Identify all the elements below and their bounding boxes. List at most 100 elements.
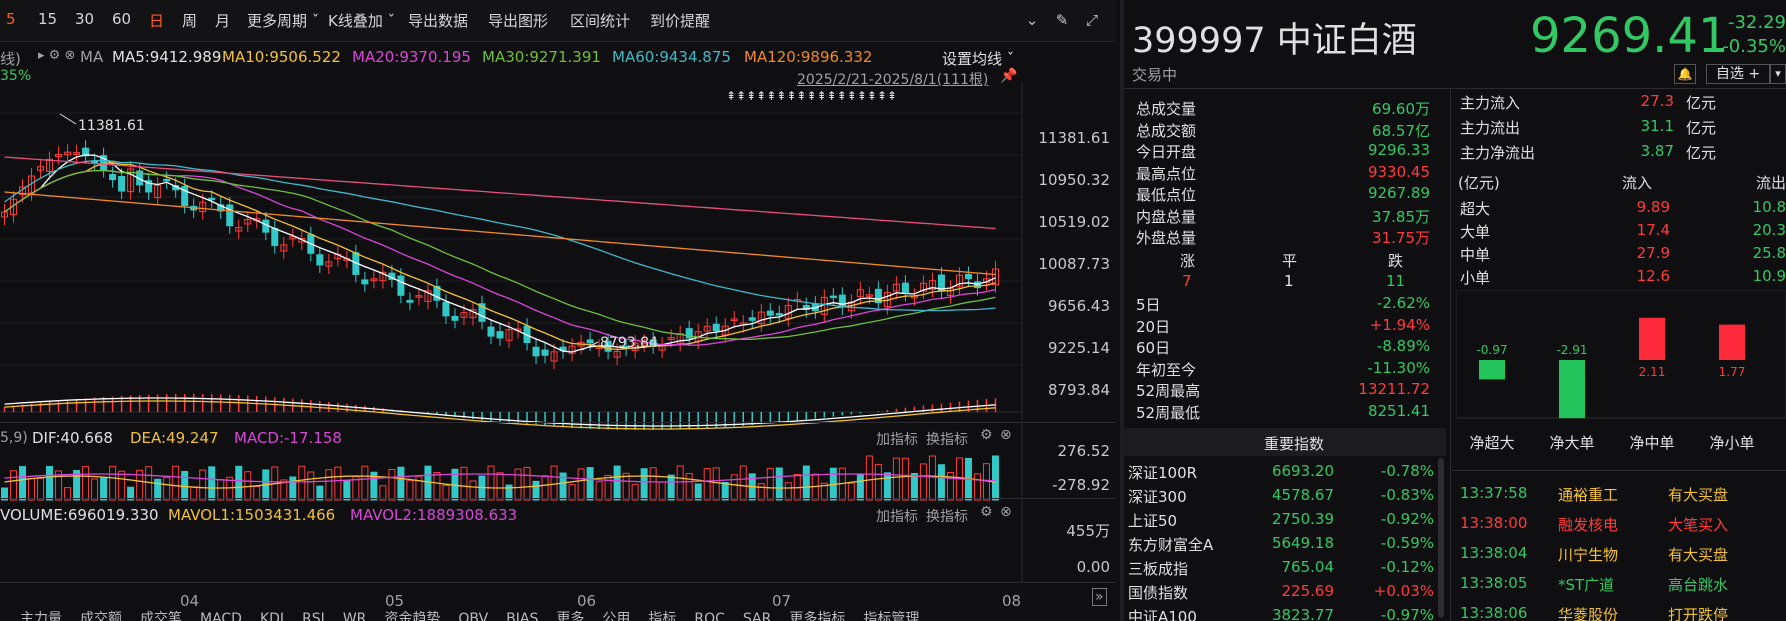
tick-name[interactable]: 华菱股份 bbox=[1558, 606, 1619, 621]
candle-body bbox=[118, 175, 126, 192]
period-month[interactable]: 月 bbox=[215, 12, 231, 30]
bottom-tab[interactable]: BIAS bbox=[506, 611, 539, 621]
ma-settings-dropdown[interactable]: 设置均线 ˇ bbox=[942, 50, 1015, 68]
kline-overlay-dropdown[interactable]: K线叠加 ˇ bbox=[328, 12, 396, 30]
volume-bar bbox=[91, 478, 99, 501]
period-week[interactable]: 周 bbox=[182, 12, 198, 30]
candle-body bbox=[955, 274, 963, 287]
index-row[interactable]: 上证50 2750.39 -0.92% bbox=[1124, 510, 1436, 532]
ma-settings-icon[interactable]: ▸ ⚙ ⊗ bbox=[38, 48, 76, 63]
ma120-value: MA120:9896.332 bbox=[744, 48, 873, 66]
index-row[interactable]: 深证300 4578.67 -0.83% bbox=[1124, 486, 1436, 508]
macd-close-icon[interactable]: ⊗ bbox=[1000, 427, 1012, 443]
watchlist-dropdown-icon[interactable]: ▾ bbox=[1770, 64, 1786, 84]
bottom-tab[interactable]: KDJ bbox=[259, 611, 285, 621]
candle-body bbox=[703, 325, 711, 332]
bottom-tab[interactable]: ROC bbox=[694, 611, 725, 621]
perf-label: 52周最高 bbox=[1136, 382, 1201, 400]
volume-gear-icon[interactable]: ⚙ bbox=[980, 504, 993, 520]
export-chart-button[interactable]: 导出图形 bbox=[488, 12, 549, 30]
bottom-tab[interactable]: RSI bbox=[302, 611, 325, 621]
more-period-dropdown[interactable]: 更多周期 ˇ bbox=[247, 12, 320, 30]
xaxis-05: 05 bbox=[385, 592, 405, 610]
price-alert-button[interactable]: 到价提醒 bbox=[650, 12, 711, 30]
flow-table-in-value: 9.89 bbox=[1636, 198, 1670, 216]
bottom-tab[interactable]: WR bbox=[342, 611, 367, 621]
dif-line bbox=[4, 397, 996, 427]
bell-icon[interactable]: 🔔 bbox=[1674, 64, 1696, 84]
period-5[interactable]: 5 bbox=[6, 10, 16, 28]
volume-close-icon[interactable]: ⊗ bbox=[1000, 504, 1012, 520]
volume-bar bbox=[496, 472, 504, 501]
period-30[interactable]: 30 bbox=[75, 10, 95, 28]
indicator-prefix: 线) bbox=[0, 50, 21, 68]
macd-switch-indicator[interactable]: 换指标 bbox=[926, 432, 968, 448]
volume-bar bbox=[163, 477, 171, 501]
volume-add-indicator[interactable]: 加指标 bbox=[876, 509, 918, 525]
watchlist-button[interactable]: 自选 + bbox=[1706, 64, 1770, 84]
bottom-tab[interactable]: MACD bbox=[200, 611, 242, 621]
volume-bar bbox=[757, 483, 765, 501]
brush-icon[interactable]: ✎ bbox=[1055, 11, 1069, 29]
ma60-line bbox=[4, 159, 996, 312]
pin-icon[interactable]: 📌 bbox=[1000, 68, 1018, 84]
candle-body bbox=[685, 328, 693, 339]
volume-bar bbox=[55, 470, 63, 501]
bottom-tab[interactable]: 公用 bbox=[602, 611, 631, 621]
volume-bar bbox=[892, 457, 900, 501]
range-stats-button[interactable]: 区间统计 bbox=[570, 12, 631, 30]
tick-name[interactable]: *ST广道 bbox=[1558, 576, 1615, 594]
indices-scrollbar[interactable] bbox=[1438, 458, 1444, 618]
volume-bar bbox=[487, 465, 495, 501]
index-name: 中证A100 bbox=[1128, 608, 1197, 621]
kline-svg[interactable]: 11381.61 8793.84 ⇞⇞⇞⇞⇞⇞⇞⇞⇞⇞⇞⇞⇞⇞⇞⇞⇞ bbox=[0, 42, 1116, 621]
period-15[interactable]: 15 bbox=[38, 10, 58, 28]
period-day[interactable]: 日 bbox=[149, 12, 165, 30]
volume-bar bbox=[397, 466, 405, 501]
index-row[interactable]: 三板成指 765.04 -0.12% bbox=[1124, 558, 1436, 580]
bottom-tab[interactable]: 更多指标 bbox=[789, 611, 846, 621]
indices-header: 重要指数 bbox=[1124, 428, 1446, 456]
bottom-tab[interactable]: 成交笔 bbox=[140, 611, 182, 621]
candle-body bbox=[595, 346, 603, 350]
index-row[interactable]: 中证A100 3823.77 -0.97% bbox=[1124, 606, 1436, 621]
macd-gear-icon[interactable]: ⚙ bbox=[980, 427, 993, 443]
scroll-right-icon[interactable]: » bbox=[1092, 588, 1107, 606]
bottom-tab[interactable]: 资金趋势 bbox=[384, 611, 441, 621]
bottom-tab[interactable]: 指标管理 bbox=[863, 611, 920, 621]
index-row[interactable]: 东方财富全A 5649.18 -0.59% bbox=[1124, 534, 1436, 556]
tick-name[interactable]: 川宁生物 bbox=[1558, 546, 1619, 564]
candle-body bbox=[829, 295, 837, 299]
volume-bar bbox=[64, 487, 72, 501]
candle-body bbox=[325, 261, 333, 267]
tick-name[interactable]: 通裕重工 bbox=[1558, 486, 1619, 504]
bottom-tab[interactable]: 主力量 bbox=[20, 611, 62, 621]
chevron-down-circle-icon[interactable]: ⌄ bbox=[1025, 11, 1039, 29]
period-60[interactable]: 60 bbox=[112, 10, 132, 28]
bottom-tab[interactable]: 更多 bbox=[556, 611, 585, 621]
export-data-button[interactable]: 导出数据 bbox=[408, 12, 469, 30]
macd-divider bbox=[0, 422, 1116, 423]
index-row[interactable]: 国债指数 225.69 +0.03% bbox=[1124, 582, 1436, 604]
bottom-tab[interactable]: 指标 bbox=[648, 611, 677, 621]
bottom-tab[interactable]: SAR bbox=[742, 611, 772, 621]
bottom-tab[interactable]: 成交额 bbox=[80, 611, 122, 621]
index-row[interactable]: 深证100R 6693.20 -0.78% bbox=[1124, 462, 1436, 484]
panel-splitter[interactable] bbox=[1120, 0, 1124, 621]
volume-bar bbox=[613, 465, 621, 501]
candle-body bbox=[55, 153, 63, 158]
volume-switch-indicator[interactable]: 换指标 bbox=[926, 509, 968, 525]
candle-body bbox=[541, 349, 549, 356]
tick-name[interactable]: 融发核电 bbox=[1558, 516, 1619, 534]
index-pct: -0.12% bbox=[1380, 558, 1434, 576]
candle-body bbox=[856, 289, 864, 298]
perf-value: -2.62% bbox=[1376, 294, 1430, 312]
index-value: 225.69 bbox=[1281, 582, 1335, 600]
fullscreen-icon[interactable]: ⤢ bbox=[1085, 11, 1098, 29]
volume-bar bbox=[928, 455, 936, 501]
flow-bar-value: -2.91 bbox=[1556, 343, 1587, 357]
price-axis-label: 10519.02 bbox=[1038, 213, 1110, 231]
volume-bar bbox=[136, 469, 144, 501]
bottom-tab[interactable]: OBV bbox=[458, 611, 489, 621]
macd-add-indicator[interactable]: 加指标 bbox=[876, 432, 918, 448]
